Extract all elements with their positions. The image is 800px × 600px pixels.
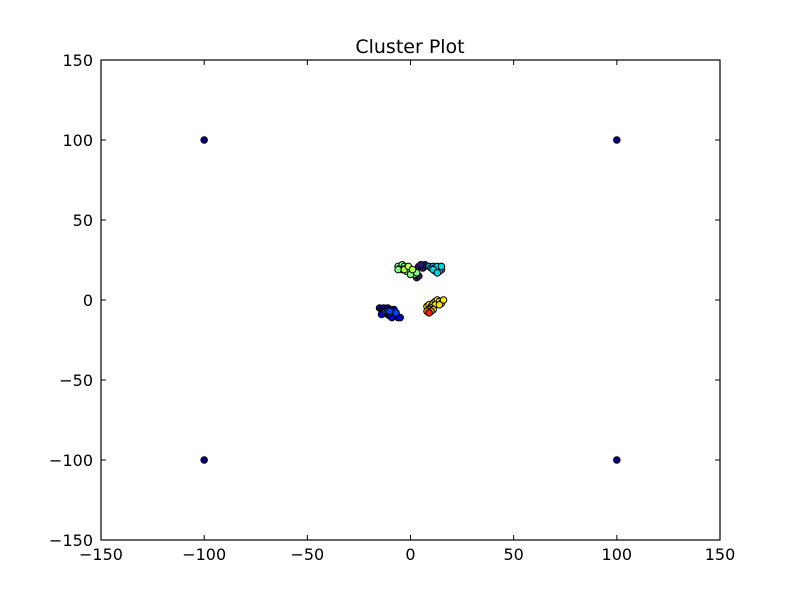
data-point: [386, 307, 394, 316]
data-point: [435, 301, 444, 309]
x-tick-label: 150: [705, 545, 736, 564]
data-point: [408, 265, 417, 274]
chart-title: Cluster Plot: [355, 36, 464, 58]
data-points: [200, 136, 621, 464]
y-tick-label: −100: [49, 451, 93, 470]
data-point: [200, 456, 208, 464]
y-tick-label: 0: [83, 291, 93, 310]
x-tick-label: −150: [79, 545, 123, 564]
y-tick-label: 50: [73, 211, 93, 230]
data-point: [394, 265, 402, 274]
x-tick-label: 0: [405, 545, 415, 564]
axis-ticks: −150 −100 −50 0 50 100 150 −150 −100 −50 0 50 100 150: [49, 51, 735, 564]
x-tick-label: 100: [602, 545, 633, 564]
y-tick-label: 150: [62, 51, 93, 70]
data-point: [613, 136, 621, 144]
x-tick-label: 50: [503, 545, 523, 564]
data-point: [425, 309, 433, 317]
x-tick-label: −50: [290, 545, 324, 564]
data-point: [433, 269, 442, 277]
y-tick-label: 100: [62, 131, 93, 150]
y-tick-label: −150: [49, 531, 93, 550]
data-point: [437, 262, 446, 271]
data-point: [613, 456, 621, 464]
data-point: [439, 296, 448, 304]
data-point: [396, 313, 404, 322]
y-tick-label: −50: [59, 371, 93, 390]
data-point: [200, 136, 208, 144]
data-point: [417, 261, 425, 269]
data-point: [392, 309, 400, 317]
x-tick-label: −100: [182, 545, 226, 564]
